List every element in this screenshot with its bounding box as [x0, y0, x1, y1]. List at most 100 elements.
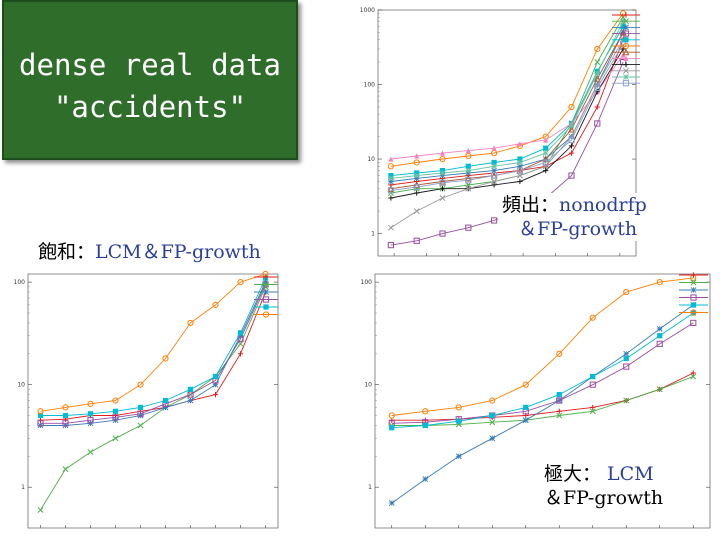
series-line [390, 21, 624, 179]
legend-marker [623, 37, 629, 43]
data-point [594, 120, 601, 127]
caption-frequent: 頻出：nonodrfp ＆FP-growth [498, 193, 651, 241]
legend-marker [690, 287, 697, 293]
data-point [237, 335, 244, 342]
y-tick-label: 10 [17, 382, 25, 389]
series-line [391, 376, 694, 426]
data-point [237, 330, 244, 336]
data-point [568, 133, 575, 140]
caption-maximal-methods-line2: ＆FP-growth [544, 487, 664, 509]
data-point [439, 230, 446, 237]
data-point [491, 163, 498, 170]
legend-marker [623, 12, 629, 18]
data-point [465, 163, 471, 169]
plot-frame [27, 273, 279, 529]
data-point [656, 325, 663, 332]
y-tick-label: 10 [364, 382, 372, 389]
caption-frequent-label: 頻出： [502, 194, 560, 216]
series-line [391, 372, 694, 421]
series [37, 289, 269, 423]
legend-marker [690, 309, 697, 316]
y-tick-label: 1 [371, 231, 375, 238]
data-point [162, 397, 169, 404]
data-point [568, 172, 575, 179]
y-tick-label: 1000 [360, 7, 375, 14]
data-point [388, 172, 394, 179]
slide-title-line1: dense real data [19, 48, 281, 82]
data-point [568, 125, 575, 133]
y-tick-label: 1 [21, 484, 25, 491]
data-point [589, 381, 596, 388]
data-point [237, 351, 244, 357]
series-line [391, 304, 694, 504]
data-point [422, 422, 428, 429]
legend-marker [623, 74, 629, 80]
data-point [465, 185, 472, 192]
data-point [517, 156, 523, 162]
caption-maximal-methods-line1: LCM [601, 463, 654, 485]
data-point [556, 397, 563, 404]
series [387, 18, 627, 182]
data-point [489, 435, 496, 442]
data-point [112, 435, 119, 442]
series [389, 310, 696, 431]
data-point [690, 319, 697, 327]
series-line [391, 322, 694, 424]
caption-maximal-label: 極大： [544, 463, 602, 485]
series [388, 274, 697, 419]
data-point [517, 178, 523, 185]
series [37, 279, 269, 429]
data-point [523, 404, 529, 411]
series-line [40, 277, 266, 416]
plot-frame [374, 273, 711, 529]
data-point [522, 417, 529, 424]
data-point [594, 59, 601, 66]
data-point [568, 122, 575, 129]
data-point [656, 279, 663, 286]
data-point [37, 408, 44, 415]
legend-marker [262, 296, 270, 303]
data-point [556, 391, 562, 398]
data-point [62, 412, 69, 419]
data-point [491, 167, 498, 174]
data-point [413, 159, 420, 166]
data-point [413, 172, 420, 179]
data-point [413, 184, 420, 191]
data-point [62, 404, 69, 411]
data-point [187, 319, 194, 327]
legend-marker [623, 62, 629, 68]
chart-legend [679, 272, 708, 316]
data-point [162, 355, 169, 362]
data-point [112, 414, 119, 421]
data-point [439, 155, 446, 163]
data-point [387, 178, 394, 185]
data-point [388, 156, 394, 162]
data-point [112, 397, 119, 404]
data-point [594, 84, 601, 92]
data-point [465, 152, 472, 160]
data-point [439, 150, 446, 156]
data-point [456, 418, 462, 424]
legend-marker [690, 294, 697, 301]
data-point [62, 420, 69, 427]
data-point [388, 195, 394, 201]
series [387, 28, 627, 192]
data-point [690, 373, 697, 380]
data-point [87, 400, 94, 407]
series-line [40, 284, 266, 424]
data-point [623, 397, 630, 404]
data-point [568, 150, 575, 156]
data-point [212, 373, 219, 380]
data-point [543, 137, 549, 143]
data-point [556, 412, 563, 419]
data-point [556, 408, 562, 414]
y-tick-label: 100 [14, 279, 26, 286]
data-point [187, 397, 194, 404]
data-point [516, 163, 523, 170]
legend-marker [690, 279, 697, 286]
series-line [390, 39, 624, 186]
data-point [62, 466, 69, 473]
caption-frequent-methods-line2: ＆FP-growth [518, 218, 638, 240]
data-point [137, 410, 144, 417]
data-point [187, 386, 194, 392]
